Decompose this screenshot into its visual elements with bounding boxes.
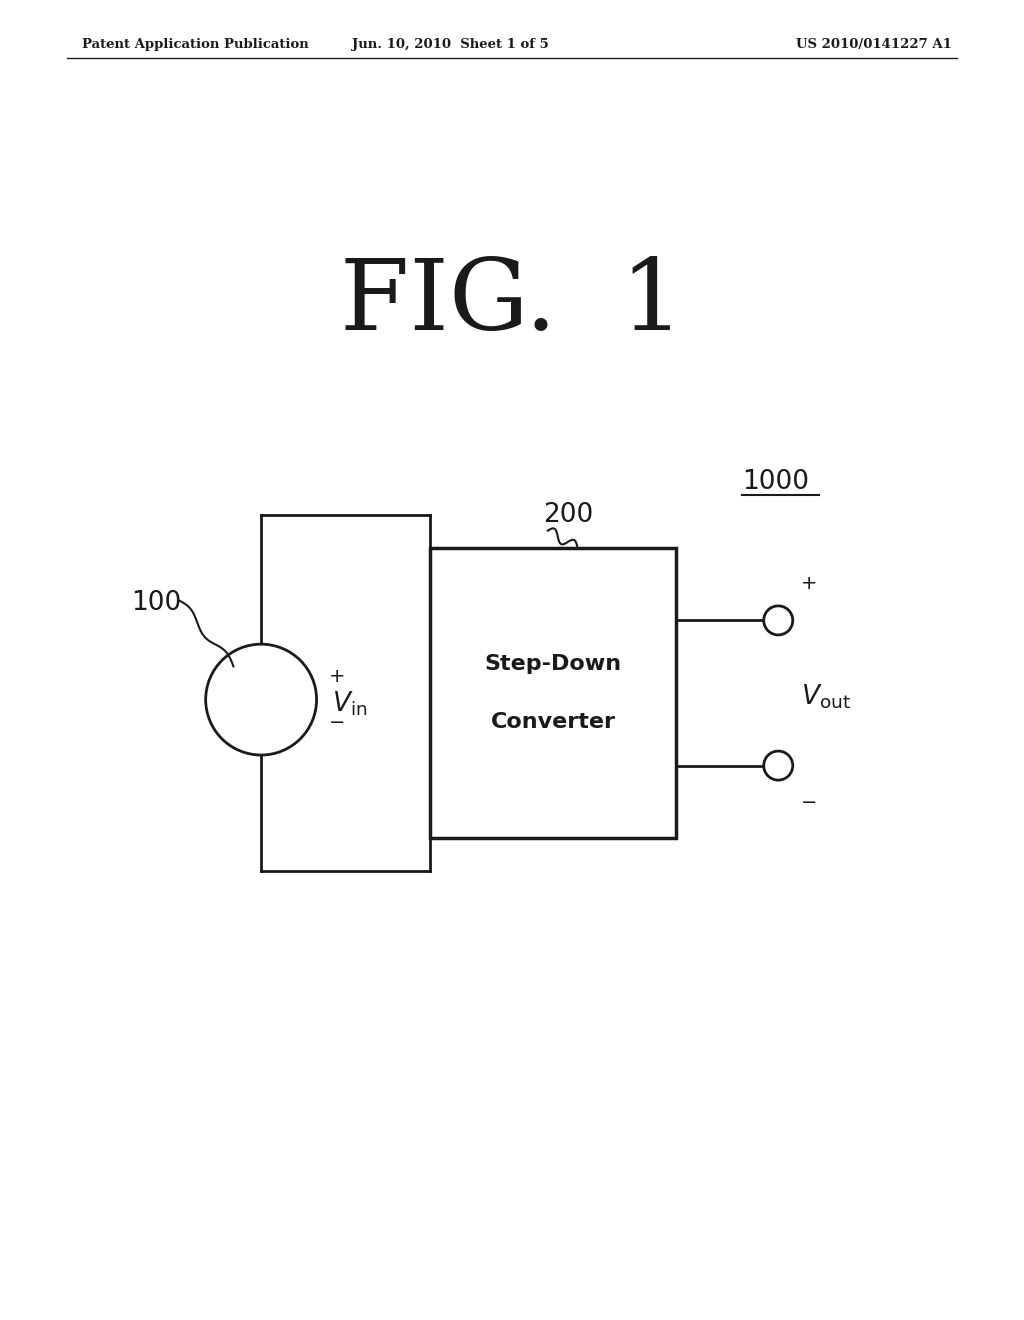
- Text: Patent Application Publication: Patent Application Publication: [82, 38, 308, 51]
- Text: +: +: [801, 574, 817, 593]
- Text: 1000: 1000: [742, 469, 809, 495]
- Text: $V_{\mathrm{in}}$: $V_{\mathrm{in}}$: [332, 689, 368, 718]
- Text: Jun. 10, 2010  Sheet 1 of 5: Jun. 10, 2010 Sheet 1 of 5: [352, 38, 549, 51]
- Bar: [430, 548, 676, 838]
- Text: +: +: [254, 671, 268, 689]
- Text: 100: 100: [131, 590, 181, 616]
- Text: −: −: [801, 793, 817, 812]
- Text: US 2010/0141227 A1: US 2010/0141227 A1: [797, 38, 952, 51]
- Text: $V_{\mathrm{out}}$: $V_{\mathrm{out}}$: [801, 682, 851, 711]
- Text: −: −: [329, 713, 345, 733]
- Ellipse shape: [764, 751, 793, 780]
- Ellipse shape: [206, 644, 316, 755]
- Text: Step-Down: Step-Down: [484, 653, 622, 675]
- Text: Converter: Converter: [490, 711, 615, 733]
- Text: 200: 200: [543, 502, 593, 528]
- Text: FIG.  1: FIG. 1: [340, 256, 684, 351]
- Ellipse shape: [764, 606, 793, 635]
- Text: −: −: [254, 710, 268, 729]
- Text: +: +: [329, 667, 345, 686]
